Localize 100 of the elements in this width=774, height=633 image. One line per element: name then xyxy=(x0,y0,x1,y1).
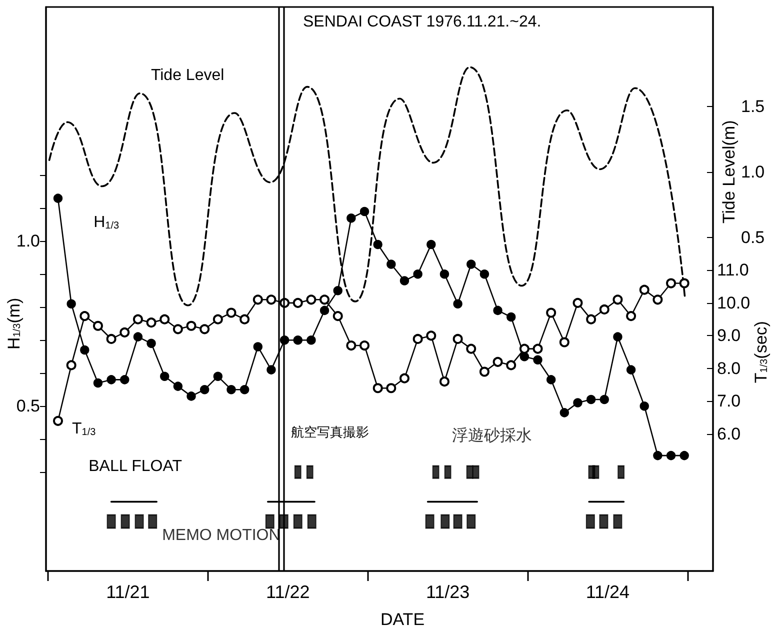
point xyxy=(440,270,450,279)
point xyxy=(573,398,582,408)
ref-line-label: 航空写真撮影 xyxy=(291,426,370,440)
y3-tick-label: 7.0 xyxy=(717,392,741,411)
point xyxy=(200,385,210,394)
y2-axis-title: Tide Level(m) xyxy=(720,120,738,224)
y3-tick-label: 8.0 xyxy=(717,358,741,378)
y3-tick-label: 11.0 xyxy=(717,260,749,280)
point xyxy=(626,365,636,374)
point xyxy=(412,334,423,344)
point xyxy=(212,314,223,324)
chart-title: SENDAI COAST 1976.11.21.~24. xyxy=(303,14,542,30)
y2-tick-label: 1.0 xyxy=(741,162,765,182)
y2-tick-label: 0.5 xyxy=(741,228,765,247)
y3-axis-title: T1/3(sec) xyxy=(752,321,770,384)
point xyxy=(106,334,116,344)
point xyxy=(372,383,383,394)
point xyxy=(639,284,650,295)
point xyxy=(600,394,609,404)
point xyxy=(306,336,316,345)
text: BALL FLOAT xyxy=(88,458,182,476)
point xyxy=(560,408,570,418)
x-tick-label: 11/24 xyxy=(586,582,630,602)
point xyxy=(426,240,436,250)
point xyxy=(173,382,183,391)
point xyxy=(240,385,250,394)
point xyxy=(200,324,210,334)
point xyxy=(92,320,103,331)
point xyxy=(586,314,596,324)
point xyxy=(80,311,90,322)
point xyxy=(160,314,170,324)
x-tick-label: 11/22 xyxy=(266,582,310,602)
point xyxy=(586,394,596,404)
point xyxy=(320,306,330,316)
point xyxy=(53,416,63,426)
point xyxy=(640,401,649,411)
point xyxy=(186,320,196,331)
y-axis-title: H1/3(m) xyxy=(4,298,24,350)
point xyxy=(226,385,236,394)
y3-tick-label: 9.0 xyxy=(717,326,741,346)
point xyxy=(160,372,170,381)
x-tick-label: 11/21 xyxy=(106,582,150,602)
x-axis-title: DATE xyxy=(380,610,425,629)
point xyxy=(320,294,330,305)
point xyxy=(226,308,236,318)
point xyxy=(666,450,676,460)
point xyxy=(492,356,503,367)
point xyxy=(346,340,356,351)
point xyxy=(533,355,542,365)
point xyxy=(453,299,462,308)
point xyxy=(213,372,223,381)
point xyxy=(292,298,303,308)
point xyxy=(680,450,689,460)
point xyxy=(493,306,502,316)
point xyxy=(653,450,662,460)
point xyxy=(532,344,543,354)
point xyxy=(266,365,276,374)
point xyxy=(80,345,90,355)
point xyxy=(172,324,183,334)
point xyxy=(613,332,622,342)
point xyxy=(666,278,676,288)
point xyxy=(146,338,156,348)
x-tick-label: 11/23 xyxy=(426,582,470,602)
series-label: 浮遊砂採水 xyxy=(452,426,532,445)
point xyxy=(386,260,396,269)
point xyxy=(120,375,130,384)
point xyxy=(373,240,382,250)
point xyxy=(146,318,156,328)
point xyxy=(652,294,663,305)
y3-tick-label: 6.0 xyxy=(717,424,741,444)
point xyxy=(479,366,490,377)
point xyxy=(466,260,476,269)
point xyxy=(466,344,476,354)
point xyxy=(439,376,450,387)
point xyxy=(360,206,370,216)
point xyxy=(332,311,343,322)
point xyxy=(293,336,302,345)
point xyxy=(66,299,76,308)
point xyxy=(66,360,76,370)
point xyxy=(572,298,583,308)
point xyxy=(240,314,250,324)
y2-tick-label: 1.5 xyxy=(741,96,765,116)
point xyxy=(546,375,556,384)
point xyxy=(626,311,636,322)
point xyxy=(93,378,103,388)
point xyxy=(559,337,570,348)
point xyxy=(386,383,396,394)
point xyxy=(186,392,196,401)
point xyxy=(132,314,143,324)
point xyxy=(452,334,463,344)
point xyxy=(306,294,316,305)
point xyxy=(546,308,556,318)
point xyxy=(599,304,610,314)
point xyxy=(612,294,623,305)
point xyxy=(252,294,263,305)
point xyxy=(53,194,63,203)
point xyxy=(106,375,116,384)
series-label: Tide Level xyxy=(150,66,224,84)
point xyxy=(399,373,410,384)
point xyxy=(679,278,690,288)
